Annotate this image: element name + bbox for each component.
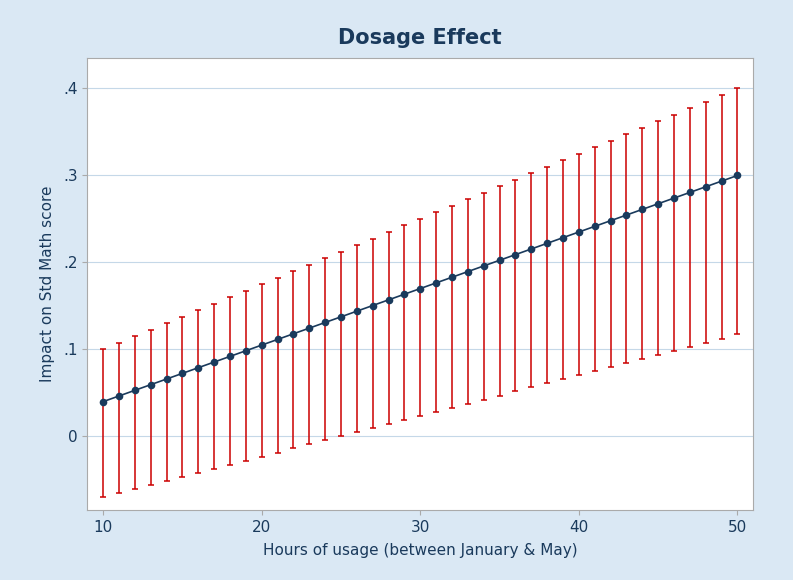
Title: Dosage Effect: Dosage Effect [339, 28, 502, 48]
Y-axis label: Impact on Std Math score: Impact on Std Math score [40, 186, 55, 382]
X-axis label: Hours of usage (between January & May): Hours of usage (between January & May) [263, 543, 577, 559]
